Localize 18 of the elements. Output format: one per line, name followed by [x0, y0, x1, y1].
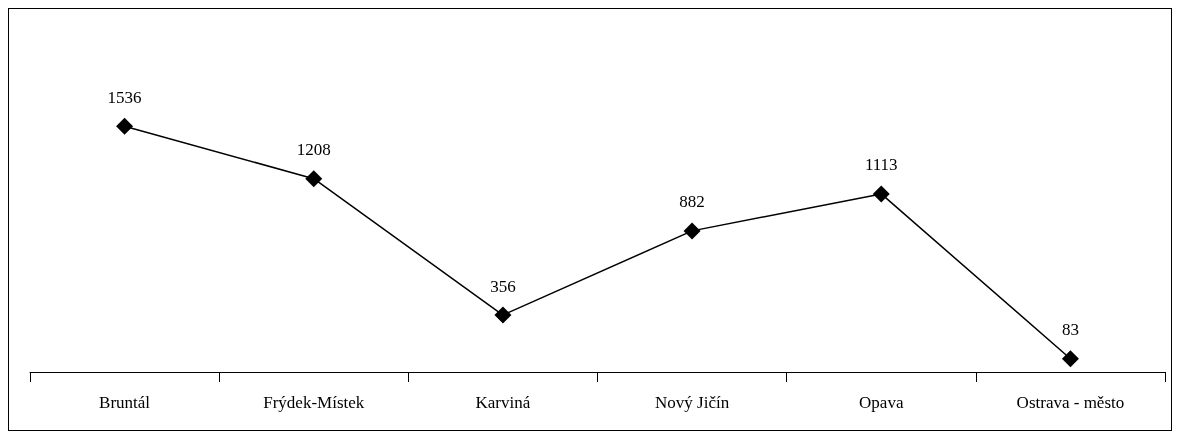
- x-tick-label: Nový Jičín: [655, 393, 730, 412]
- point: [494, 306, 512, 324]
- point: [1061, 350, 1079, 368]
- data-label: 356: [490, 276, 516, 296]
- x-tick-label: Ostrava - město: [1016, 393, 1125, 412]
- data-label: 83: [1061, 320, 1079, 340]
- x-tick-label: Bruntál: [99, 393, 151, 412]
- x-tick-label: Karviná: [475, 393, 531, 412]
- x-tick-label: Opava: [859, 393, 904, 412]
- data-label: 1536: [107, 87, 142, 107]
- data-label: 1113: [864, 155, 898, 175]
- point: [116, 117, 134, 135]
- data-label: 882: [679, 192, 705, 212]
- data-label: 1208: [296, 140, 331, 160]
- point: [683, 222, 701, 240]
- point: [872, 185, 890, 203]
- point: [305, 170, 323, 188]
- x-tick-label: Frýdek-Místek: [263, 393, 365, 412]
